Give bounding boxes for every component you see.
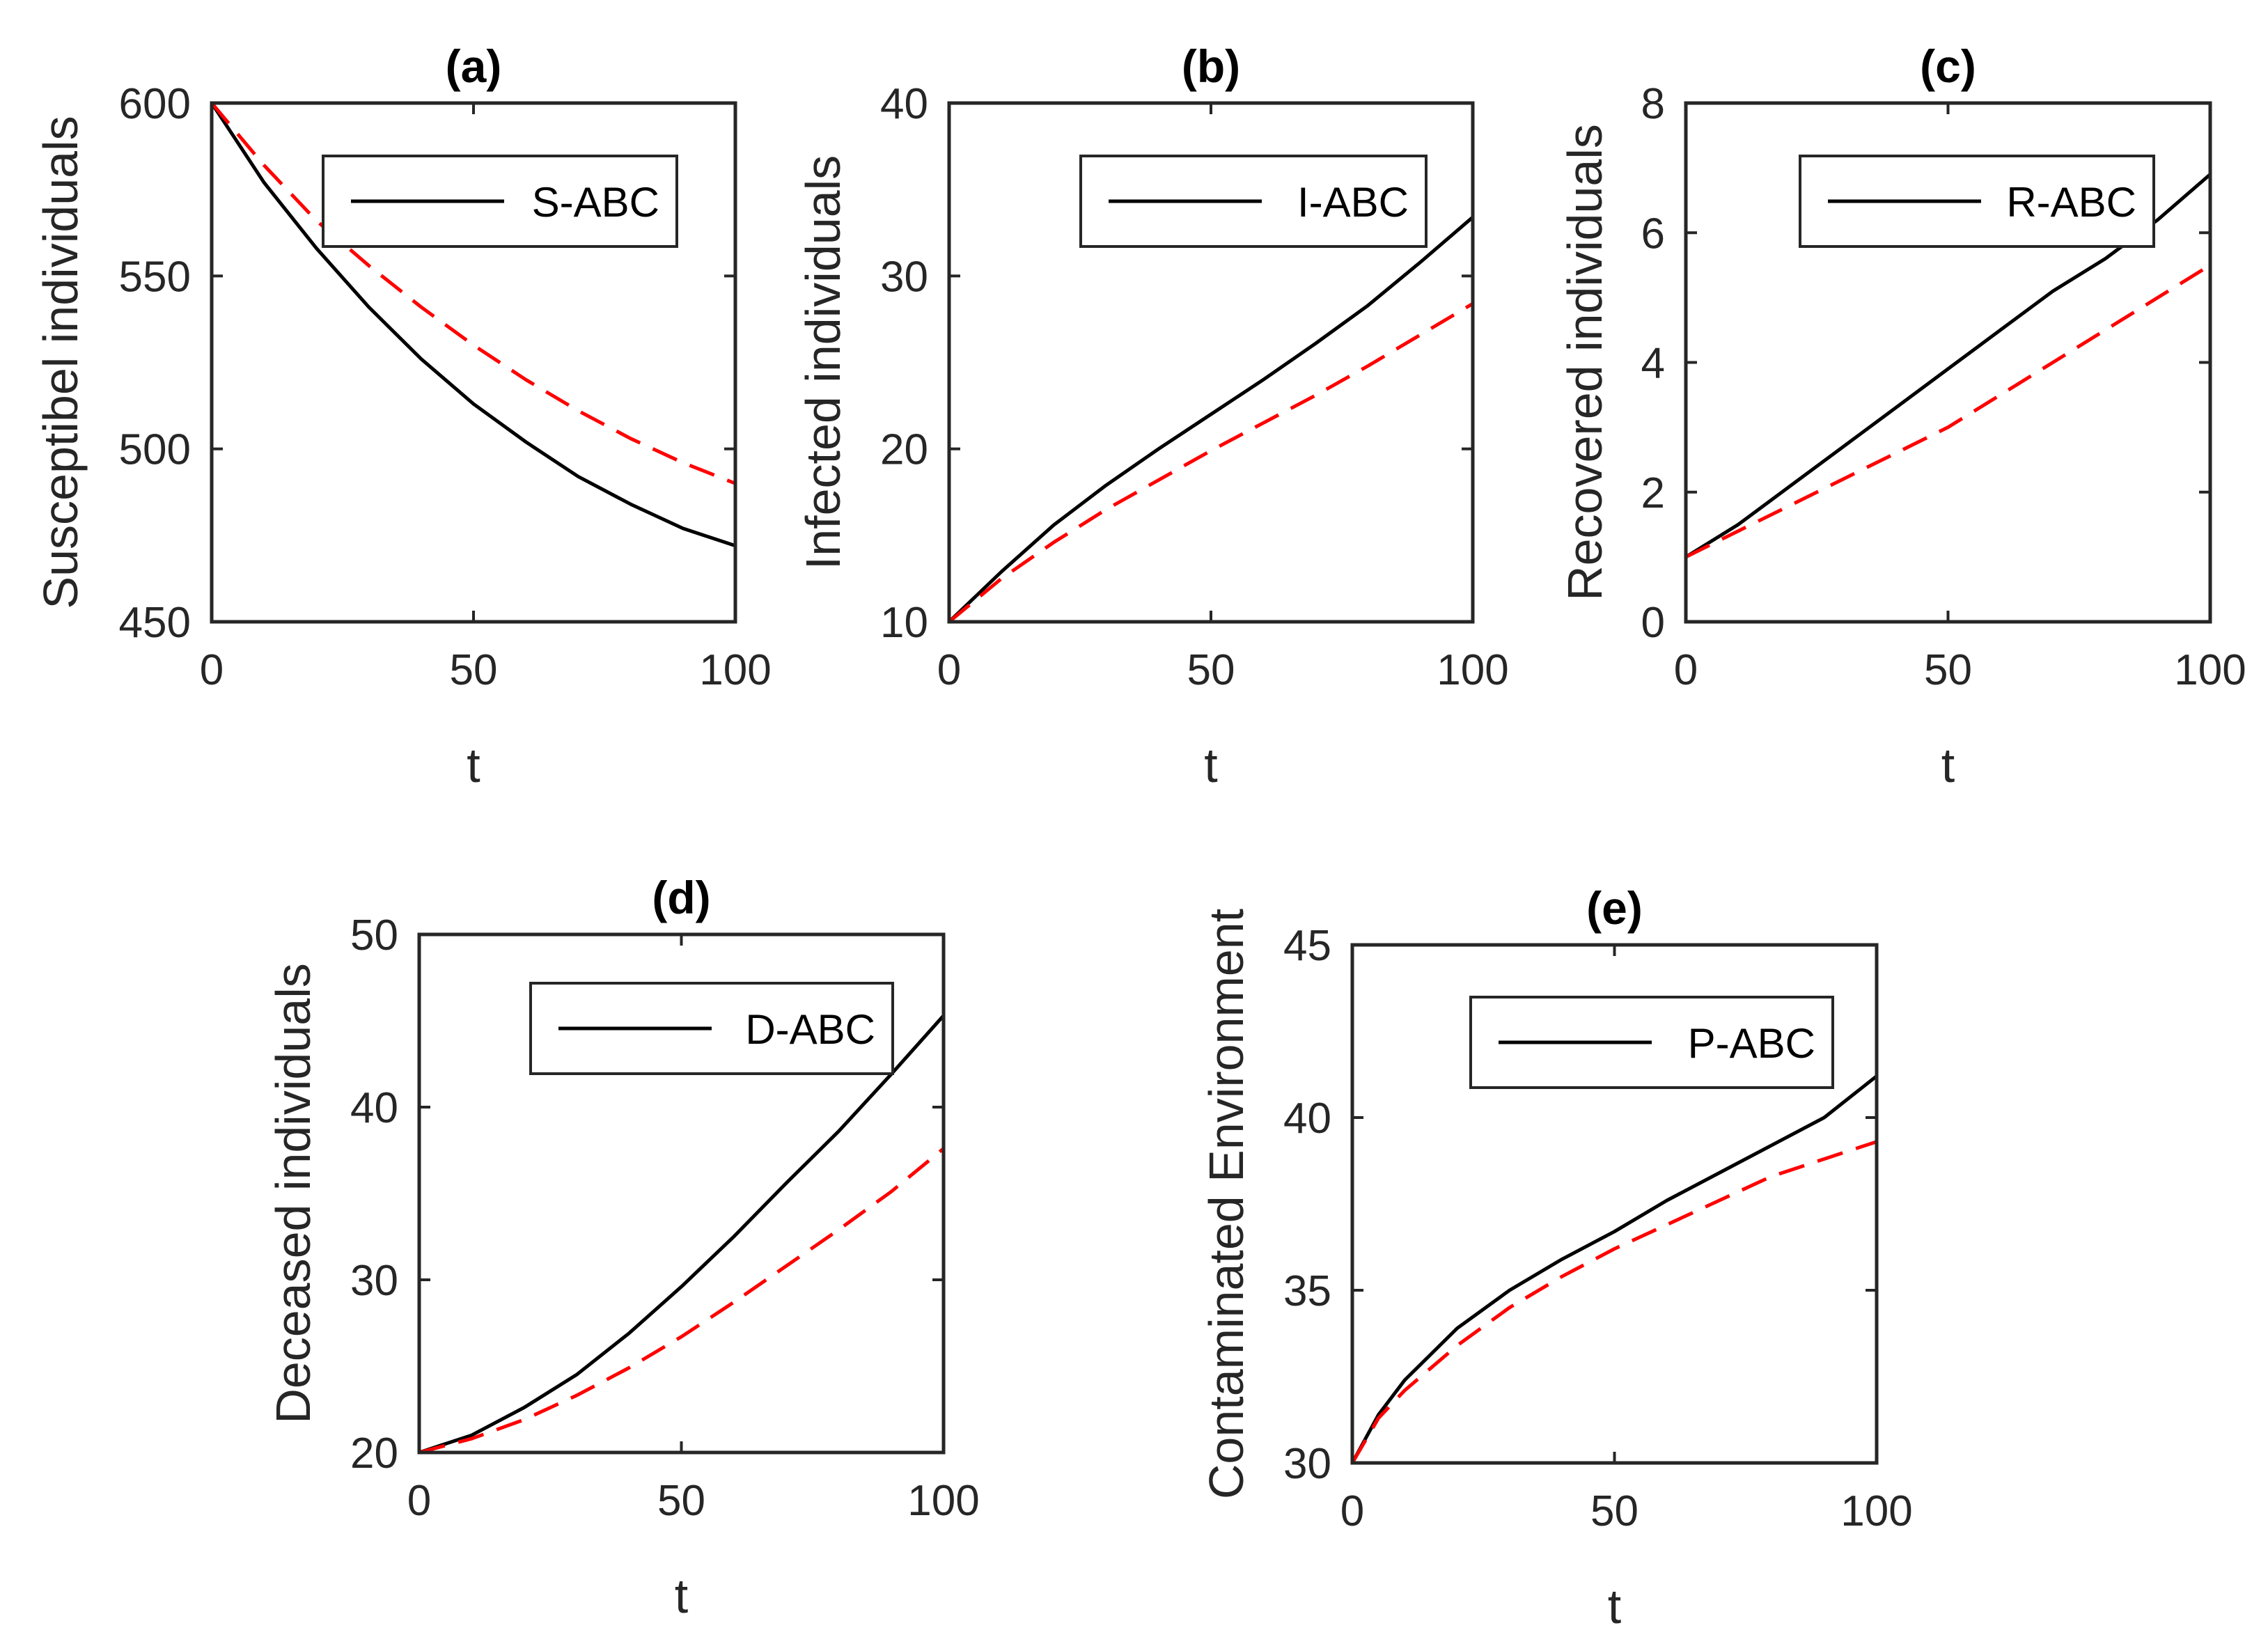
x-tick-label: 50 [1924, 646, 1972, 694]
y-tick-label: 45 [1283, 922, 1331, 970]
panel-d: 0 50 100 20 30 40 50 t Deceased individuals (d) D-… [266, 872, 980, 1623]
series-line-dashed [1352, 1140, 1877, 1463]
y-tick-label: 450 [119, 599, 191, 647]
x-tick-label: 100 [1840, 1487, 1912, 1535]
panel-title: (e) [1586, 882, 1643, 934]
y-axis-label: Recovered individuals [1558, 124, 1612, 601]
series-line-dashed [212, 103, 735, 485]
y-tick-label: 20 [880, 426, 928, 474]
legend-label: P-ABC [1688, 1020, 1815, 1067]
panel-b: 0 50 100 10 20 30 40 t Infected individuals (b) I-… [796, 40, 1509, 792]
series-line-I-ABC [949, 216, 1473, 622]
panel-c: 0 50 100 0 2 4 6 8 t Recovered individuals (c) R-AB… [1558, 40, 2246, 792]
y-tick-label: 30 [880, 253, 928, 301]
legend: I-ABC [1079, 155, 1428, 248]
x-tick-label: 100 [699, 646, 771, 694]
legend-label: S-ABC [532, 179, 659, 226]
y-tick-label: 10 [880, 599, 928, 647]
panel-e: 0 50 100 30 35 40 45 t Contaminated Environment (… [1199, 882, 1913, 1634]
x-tick-label: 50 [1187, 646, 1235, 694]
series-line-dashed [419, 1147, 944, 1452]
series-line-dashed [949, 301, 1473, 622]
series-line-S-ABC [212, 103, 735, 548]
y-axis-label: Contaminated Environment [1199, 909, 1253, 1499]
y-axis-label: Susceptibel individuals [33, 116, 88, 609]
x-tick-label: 0 [200, 646, 224, 694]
panel-title: (d) [652, 872, 710, 923]
x-tick-label: 100 [907, 1477, 979, 1525]
x-tick-label: 50 [450, 646, 498, 694]
legend-label: D-ABC [745, 1006, 875, 1053]
y-tick-label: 8 [1641, 80, 1665, 128]
y-tick-label: 2 [1641, 469, 1665, 517]
y-axis-label: Deceased individuals [266, 963, 320, 1424]
y-tick-label: 40 [880, 80, 928, 128]
panel-title: (b) [1182, 40, 1240, 92]
legend-label: I-ABC [1297, 179, 1409, 226]
x-axis-label: t [1204, 738, 1217, 792]
x-tick-label: 50 [1590, 1487, 1639, 1535]
y-tick-label: 30 [350, 1257, 398, 1305]
y-tick-label: 0 [1641, 599, 1665, 647]
x-axis-label: t [467, 738, 480, 792]
legend-label: R-ABC [2006, 179, 2136, 226]
x-tick-label: 0 [407, 1477, 431, 1525]
y-tick-label: 40 [350, 1084, 398, 1132]
x-axis-label: t [1608, 1579, 1621, 1634]
x-tick-label: 0 [1340, 1487, 1364, 1535]
x-axis-label: t [1941, 738, 1955, 792]
y-tick-label: 600 [119, 80, 191, 128]
y-tick-label: 6 [1641, 210, 1665, 258]
y-tick-label: 20 [350, 1430, 398, 1478]
x-tick-label: 0 [937, 646, 961, 694]
y-tick-label: 550 [119, 253, 191, 301]
series-line-P-ABC [1352, 1074, 1877, 1463]
legend: D-ABC [529, 982, 894, 1075]
x-tick-label: 50 [657, 1477, 705, 1525]
x-tick-label: 100 [1437, 646, 1508, 694]
y-tick-label: 4 [1641, 340, 1665, 388]
panel-title: (a) [446, 40, 502, 92]
y-tick-label: 30 [1283, 1440, 1331, 1488]
x-axis-label: t [675, 1569, 688, 1623]
y-tick-label: 50 [350, 911, 398, 960]
x-tick-label: 100 [2174, 646, 2246, 694]
y-tick-label: 40 [1283, 1095, 1331, 1143]
legend: R-ABC [1799, 155, 2155, 248]
legend: S-ABC [322, 155, 678, 248]
legend: P-ABC [1469, 996, 1834, 1089]
panel-a: 0 50 100 450 500 550 600 t Susceptibel individua… [33, 40, 772, 792]
y-tick-label: 500 [119, 426, 191, 474]
series-line-D-ABC [419, 1014, 944, 1452]
y-tick-label: 35 [1283, 1267, 1331, 1315]
series-line-dashed [1686, 263, 2210, 559]
panel-title: (c) [1920, 40, 1976, 92]
y-axis-label: Infected individuals [796, 155, 850, 570]
x-tick-label: 0 [1674, 646, 1698, 694]
